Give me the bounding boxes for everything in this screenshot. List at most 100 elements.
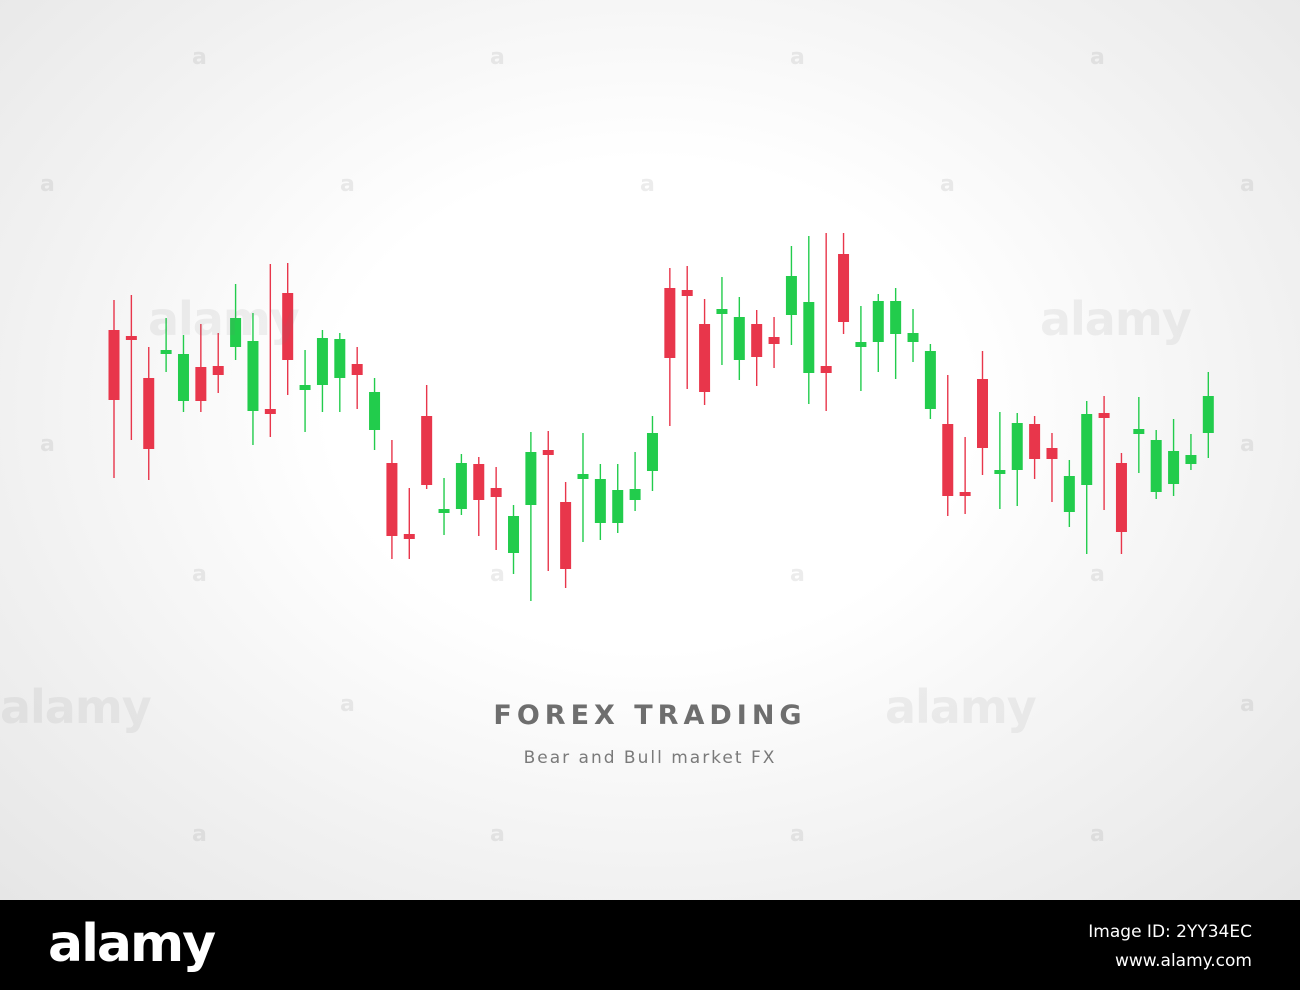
watermark-letter: a — [192, 822, 207, 847]
candle-body — [560, 502, 572, 569]
candle-bear — [473, 457, 485, 536]
candle-bull — [1133, 397, 1145, 473]
watermark-letter: a — [1240, 692, 1255, 717]
candle-bull — [1185, 434, 1197, 470]
candle-body — [542, 450, 554, 455]
watermark-letter: a — [490, 45, 505, 70]
candle-body — [195, 367, 207, 401]
candle-body — [751, 324, 763, 357]
candle-body — [1063, 476, 1075, 512]
candle-bear — [490, 467, 502, 550]
footer-info: Image ID: 2YY34EC www.alamy.com — [1088, 918, 1252, 976]
candle-bull — [994, 412, 1006, 509]
candle-body — [473, 464, 485, 500]
candle-body — [629, 489, 641, 500]
candle-body — [1115, 463, 1127, 532]
candlestick-chart — [108, 233, 1214, 601]
candle-body — [490, 488, 502, 497]
watermark-letter: a — [340, 692, 355, 717]
candle-body — [594, 479, 606, 523]
watermark-letter: a — [490, 822, 505, 847]
candle-bear — [560, 482, 572, 588]
candle-body — [299, 385, 311, 390]
candle-bull — [1063, 460, 1075, 527]
candle-bear — [143, 347, 155, 480]
candle-bear — [1046, 433, 1058, 502]
candle-body — [681, 290, 693, 296]
candle-bull — [1202, 372, 1214, 458]
candle-body — [143, 378, 155, 449]
candle-body — [699, 324, 711, 392]
candle-bull — [629, 452, 641, 511]
candle-body — [403, 534, 415, 539]
watermark-word: alamy — [0, 680, 152, 734]
candle-body — [838, 254, 850, 322]
candle-body — [803, 302, 815, 373]
candle-bear — [108, 300, 120, 478]
candle-body — [247, 341, 259, 411]
candle-bull — [803, 236, 815, 404]
candle-bear — [751, 310, 763, 386]
watermark-letter: a — [192, 45, 207, 70]
watermark-letter: a — [1090, 562, 1105, 587]
candle-bull — [612, 464, 624, 533]
candle-bull — [1168, 419, 1180, 496]
candle-body — [924, 351, 936, 409]
watermark-letter: a — [40, 172, 55, 197]
candle-bull — [785, 246, 797, 345]
candle-body — [1168, 451, 1180, 484]
artboard: alamy alamy alamy alamy a a a a a a a a a a a a a a a a a a a a… — [0, 0, 1300, 900]
candle-bull — [508, 505, 520, 574]
candle-body — [1202, 396, 1214, 433]
candle-body — [177, 354, 189, 401]
watermark-letter: a — [790, 822, 805, 847]
watermark-letter: a — [1240, 172, 1255, 197]
watermark-letter: a — [340, 172, 355, 197]
watermark-word: alamy — [885, 680, 1037, 734]
candle-bull — [1011, 413, 1023, 506]
chart-subtitle: Bear and Bull market FX — [523, 748, 777, 768]
candle-body — [907, 333, 919, 342]
candle-bear — [125, 295, 137, 440]
candle-bull — [890, 288, 902, 379]
candle-bull — [646, 416, 658, 491]
candle-bull — [594, 464, 606, 540]
candle-bull — [334, 333, 346, 412]
candle-bear — [264, 264, 276, 437]
candle-body — [525, 452, 537, 505]
chart-title: FOREX TRADING — [493, 700, 807, 731]
watermark-letter: a — [1240, 432, 1255, 457]
watermark-letter: a — [1090, 45, 1105, 70]
candle-body — [977, 379, 988, 448]
candle-body — [855, 342, 867, 347]
candle-bear — [664, 268, 676, 426]
candle-body — [959, 492, 971, 496]
candle-body — [316, 338, 328, 385]
candle-bear — [403, 488, 415, 559]
candle-bull — [577, 433, 589, 542]
candle-body — [1081, 414, 1093, 485]
candle-body — [230, 318, 242, 347]
watermark-letter: a — [940, 172, 955, 197]
candle-body — [386, 463, 398, 536]
image-id-text: Image ID: 2YY34EC — [1088, 922, 1252, 942]
candle-body — [438, 509, 450, 513]
candle-bull — [177, 335, 189, 412]
candle-body — [1150, 440, 1162, 492]
candle-bear — [820, 233, 832, 411]
candle-body — [820, 366, 832, 373]
candle-body — [994, 470, 1006, 474]
watermark-letter: a — [490, 562, 505, 587]
watermark-letter: a — [640, 172, 655, 197]
candle-body — [264, 409, 276, 414]
candle-body — [872, 301, 884, 342]
candle-bear — [212, 333, 224, 393]
candle-body — [1029, 424, 1041, 459]
candle-bear — [421, 385, 433, 489]
candle-body — [508, 516, 520, 553]
candle-body — [334, 339, 346, 378]
candle-body — [1098, 413, 1110, 418]
candle-body — [716, 309, 728, 314]
candle-body — [108, 330, 120, 400]
candle-bull — [525, 432, 537, 601]
